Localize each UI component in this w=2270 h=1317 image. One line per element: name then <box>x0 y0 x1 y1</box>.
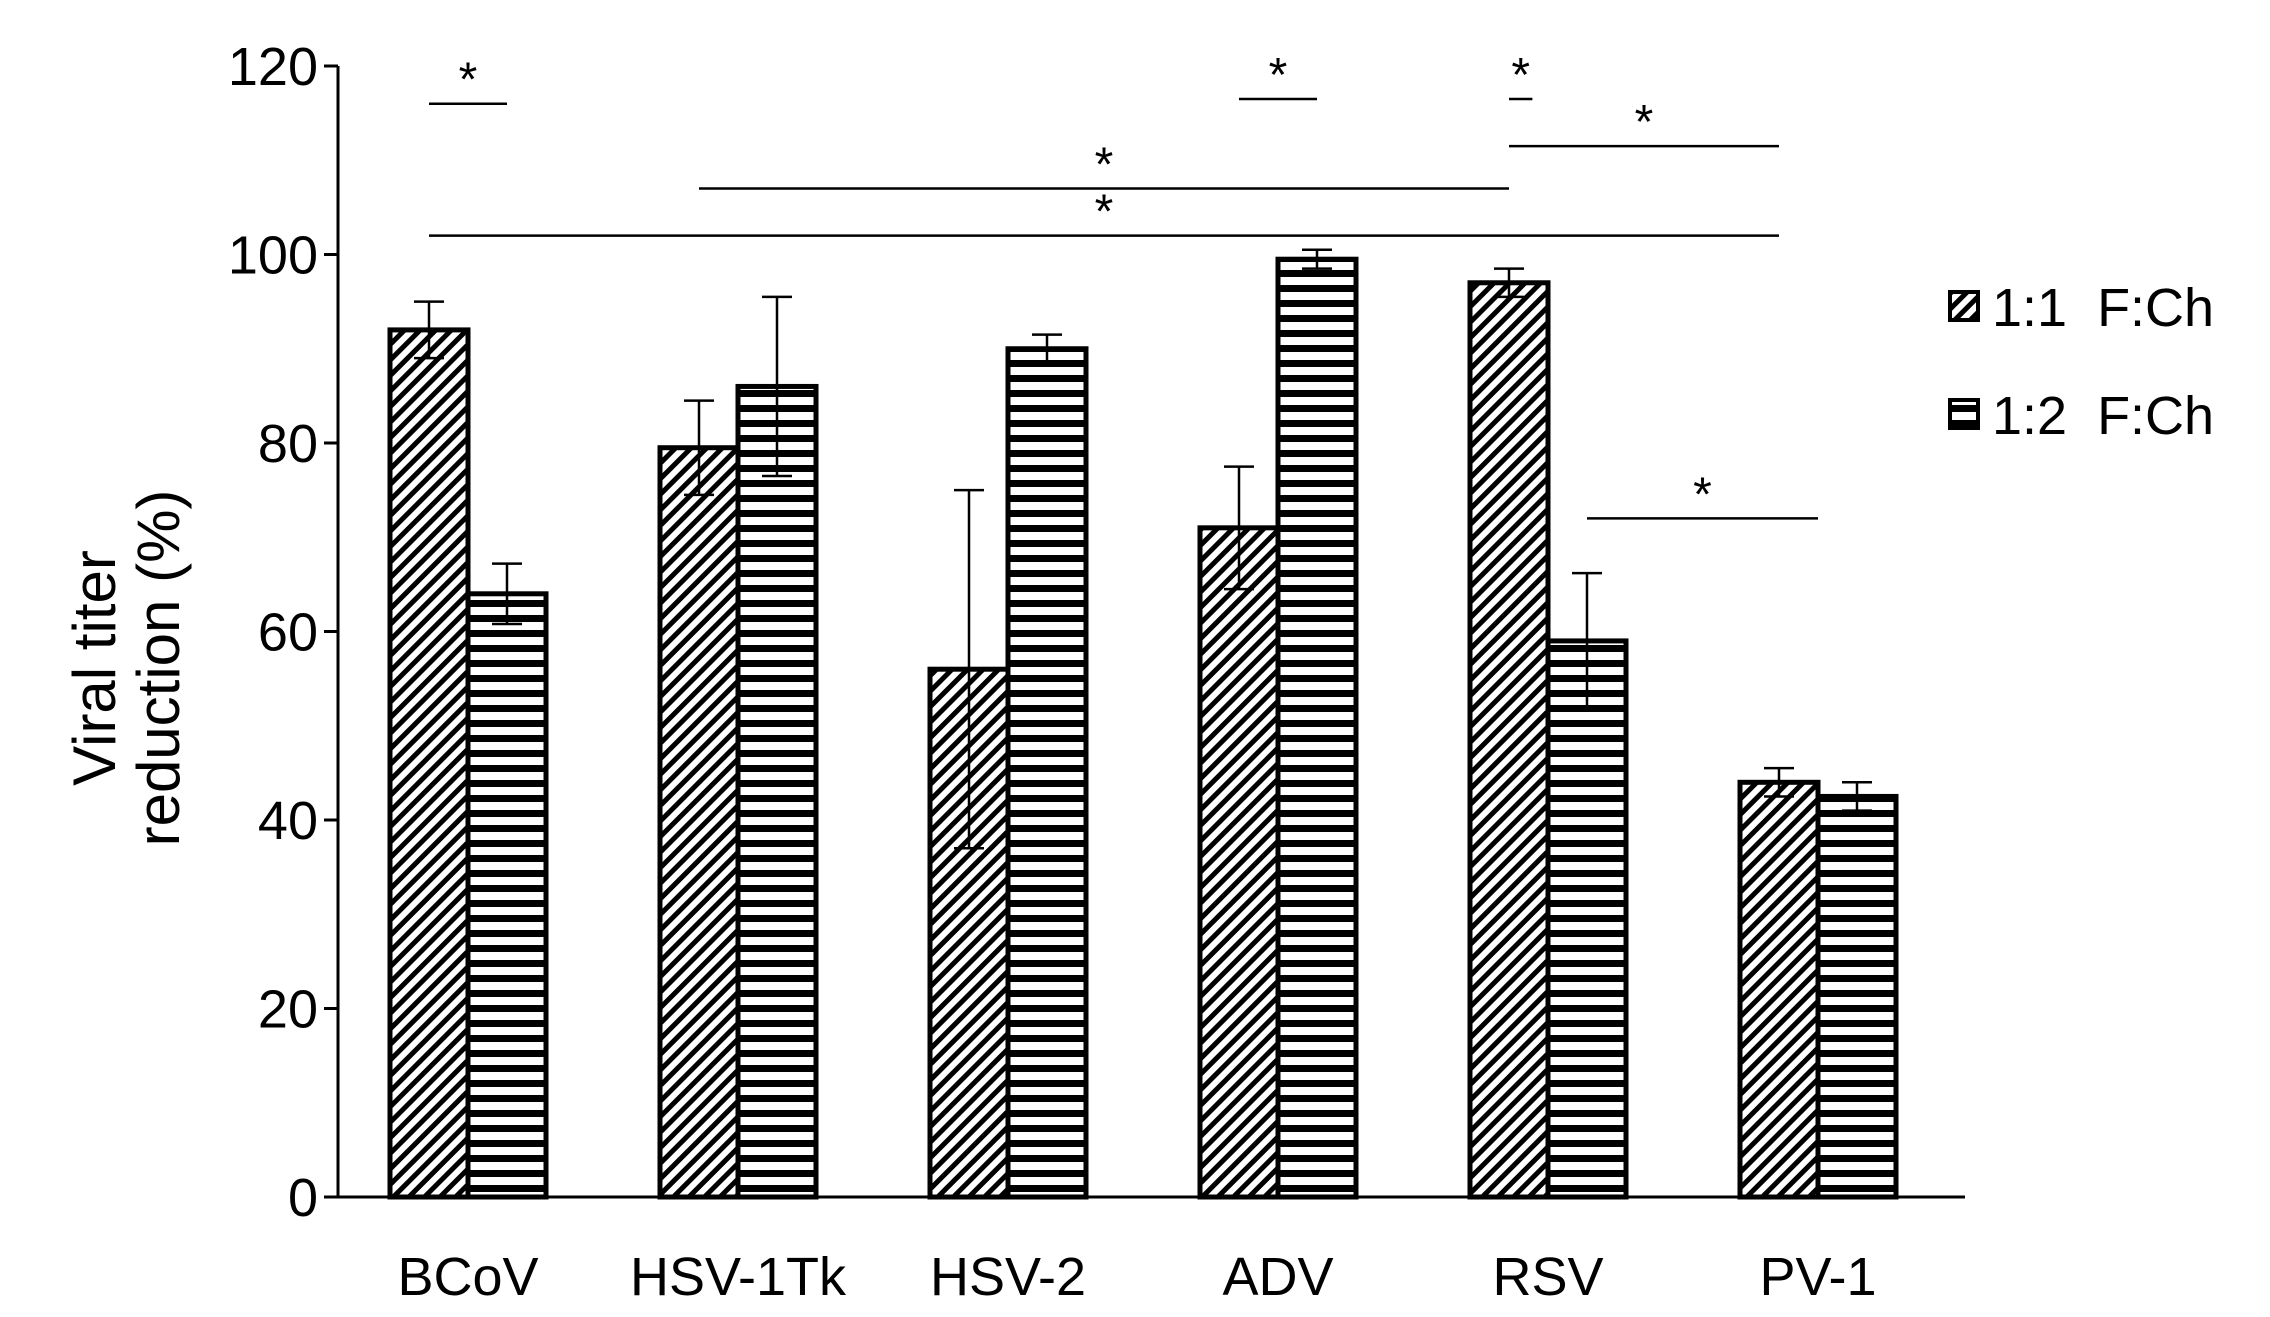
y-tick-label-100: 100 <box>228 226 318 286</box>
legend-label-1-2: 1:2 F:Ch <box>1992 386 2214 446</box>
y-axis-label-line-2: reduction (%) <box>125 490 192 847</box>
significance-star: * <box>1095 186 1114 239</box>
error-bar-adv-series-2 <box>1302 248 1332 270</box>
y-tick-label-40: 40 <box>258 791 318 851</box>
y-tick-label-120: 120 <box>228 37 318 97</box>
y-tick-label-0: 0 <box>288 1168 318 1228</box>
legend-label-1-1: 1:1 F:Ch <box>1992 278 2214 338</box>
bar-rsv-series-1 <box>1467 280 1551 1200</box>
error-bar-rsv-series-2 <box>1572 571 1602 711</box>
bar-adv-series-1 <box>1197 525 1281 1200</box>
legend-swatch-horizontal <box>1948 398 1980 430</box>
error-bar-hsv-1tk-series-2 <box>762 295 792 478</box>
significance-star: * <box>1693 468 1712 521</box>
bar-pv-1-series-2 <box>1815 793 1899 1200</box>
bar-bcov-series-2 <box>465 591 549 1200</box>
category-label-pv-1: PV-1 <box>1759 1247 1876 1307</box>
significance-star: * <box>459 54 478 107</box>
significance-star: * <box>1635 96 1654 149</box>
significance-marker-6: * <box>429 186 1779 239</box>
significance-marker-4: * <box>1509 96 1779 149</box>
legend-item-1-1: 1:1 F:Ch <box>1948 278 2214 338</box>
bar-hsv-2-series-2 <box>1005 346 1089 1200</box>
y-tick-label-60: 60 <box>258 603 318 663</box>
error-bar-hsv-2-series-1 <box>954 488 984 850</box>
error-bar-hsv-1tk-series-1 <box>684 399 714 497</box>
error-bar-pv-1-series-2 <box>1842 781 1872 812</box>
axes: 0 20 40 60 80 100 120 BCoV HSV-1Tk HSV-2 ADV RSV PV-… <box>228 37 1965 1307</box>
error-bar-hsv-2-series-2 <box>1032 333 1062 365</box>
category-label-rsv: RSV <box>1492 1247 1603 1307</box>
category-label-bcov: BCoV <box>397 1247 538 1307</box>
y-axis-label: Viral titer reduction (%) <box>61 490 192 847</box>
bar-bcov-series-1 <box>387 327 471 1200</box>
significance-star: * <box>1269 49 1288 102</box>
significance-star: * <box>1511 49 1530 102</box>
legend: 1:1 F:Ch 1:2 F:Ch <box>1948 278 2214 446</box>
error-bar-rsv-series-1 <box>1494 267 1524 299</box>
significance-star: * <box>1095 139 1114 192</box>
bar-adv-series-2 <box>1275 256 1359 1200</box>
error-bar-bcov-series-2 <box>492 562 522 626</box>
legend-item-1-2: 1:2 F:Ch <box>1948 386 2214 446</box>
significance-marker-2: * <box>1239 49 1317 102</box>
error-bars <box>414 248 1872 850</box>
category-label-adv: ADV <box>1222 1247 1333 1307</box>
error-bar-adv-series-1 <box>1224 465 1254 591</box>
y-tick-label-80: 80 <box>258 414 318 474</box>
significance-marker-5: * <box>699 139 1509 192</box>
category-label-hsv-1tk: HSV-1Tk <box>630 1247 847 1307</box>
category-label-hsv-2: HSV-2 <box>930 1247 1086 1307</box>
significance-annotations: * * ***** <box>429 49 1818 521</box>
error-bar-bcov-series-1 <box>414 300 444 360</box>
y-axis-label-line-1: Viral titer <box>61 550 128 786</box>
y-tick-label-20: 20 <box>258 980 318 1040</box>
significance-marker-3: * <box>1509 49 1533 102</box>
significance-marker-7: * <box>1587 468 1818 521</box>
bars <box>387 256 1899 1200</box>
bar-rsv-series-2 <box>1545 638 1629 1200</box>
bar-pv-1-series-1 <box>1737 779 1821 1200</box>
bar-hsv-1tk-series-2 <box>735 383 819 1200</box>
bar-hsv-1tk-series-1 <box>657 445 741 1200</box>
error-bar-pv-1-series-1 <box>1764 766 1794 798</box>
significance-marker-1: * <box>429 54 507 107</box>
legend-swatch-diagonal <box>1948 290 1980 322</box>
